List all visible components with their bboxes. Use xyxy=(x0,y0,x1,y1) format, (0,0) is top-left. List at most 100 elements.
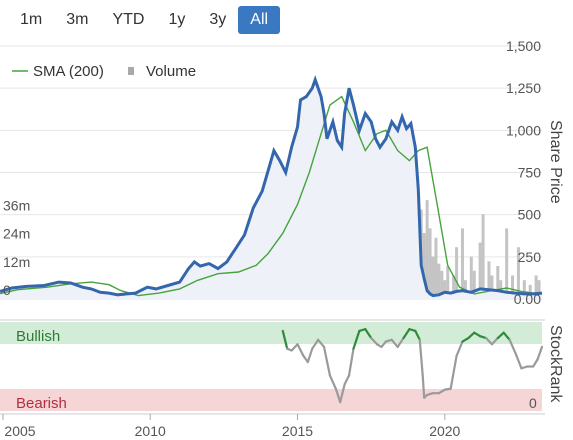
stockrank-segment xyxy=(396,336,405,349)
x-tick-label: 2020 xyxy=(429,423,460,439)
share-price-tick-label: 1,500 xyxy=(506,38,541,54)
bullish-label: Bullish xyxy=(16,328,60,345)
stockrank-segment xyxy=(352,329,361,350)
volume-bar xyxy=(428,228,432,299)
price-line xyxy=(0,75,543,298)
share-price-axis-title: Share Price xyxy=(547,120,564,204)
stockrank-segment xyxy=(508,338,517,355)
stockrank-line xyxy=(281,328,544,404)
stockrank-segment xyxy=(490,336,499,346)
price-area-fill xyxy=(0,79,542,299)
volume-bar xyxy=(434,237,438,299)
volume-bar xyxy=(440,270,444,299)
stockrank-segment xyxy=(421,374,426,399)
share-price-tick-label: 1,000 xyxy=(506,122,541,138)
stockrank-segment xyxy=(290,343,299,352)
bearish-label: Bearish xyxy=(16,395,67,412)
legend-sma-label: SMA (200) xyxy=(33,63,104,80)
stockrank-segment xyxy=(343,374,351,386)
stockrank-segment xyxy=(514,352,523,370)
volume-bar xyxy=(478,242,482,299)
stockrank-segment xyxy=(437,388,446,395)
volume-bar xyxy=(452,275,456,299)
stockrank-segment xyxy=(461,336,470,343)
stockrank-segment xyxy=(380,340,387,349)
volume-tick-label: 36m xyxy=(3,197,30,213)
share-price-tick-label: 250 xyxy=(518,249,542,265)
stockrank-segment xyxy=(296,343,305,357)
volume-bar xyxy=(496,266,500,299)
volume-bar xyxy=(422,233,426,299)
stockrank-segment xyxy=(364,328,373,340)
stockrank-segment xyxy=(496,331,505,340)
volume-axis: 36m 24m 12m 0 xyxy=(3,197,30,298)
volume-tick-label: 0 xyxy=(3,282,11,298)
x-axis: 2005 2010 2015 2020 xyxy=(2,414,461,439)
stockrank-segment xyxy=(502,331,511,341)
legend-volume-swatch xyxy=(128,67,134,75)
volume-bar xyxy=(487,261,491,299)
stockrank-segment xyxy=(402,328,411,340)
bearish-band xyxy=(0,389,542,411)
x-tick-label: 2010 xyxy=(135,423,166,439)
volume-bar xyxy=(460,228,464,299)
volume-bar xyxy=(528,284,532,299)
legend: SMA (200) Volume xyxy=(12,63,196,80)
volume-bar xyxy=(469,256,473,299)
stockrank-segment xyxy=(317,338,326,349)
volume-bar xyxy=(537,280,541,299)
stockrank-segment xyxy=(328,374,337,390)
stockrank-segment xyxy=(418,338,424,377)
share-price-tick-label: 750 xyxy=(518,165,542,181)
range-button-1m[interactable]: 1m xyxy=(20,11,43,28)
legend-volume-label: Volume xyxy=(146,63,196,80)
volume-bar xyxy=(490,275,494,299)
stockrank-segment xyxy=(339,383,346,404)
stockrank-segment xyxy=(334,387,342,404)
share-price-tick-label: 500 xyxy=(518,207,542,223)
volume-bar xyxy=(446,266,450,299)
range-button-ytd[interactable]: YTD xyxy=(112,11,145,28)
volume-bar xyxy=(516,247,520,299)
stockrank-segment xyxy=(390,338,399,349)
stockrank-segment xyxy=(370,336,379,346)
volume-bar xyxy=(443,280,447,299)
stockrank-segment xyxy=(467,331,476,340)
range-button-1y[interactable]: 1y xyxy=(168,11,186,28)
stockrank-zero-tick: 0 xyxy=(529,395,537,411)
volume-tick-label: 12m xyxy=(3,254,30,270)
volume-bar xyxy=(481,214,485,299)
range-button-all[interactable]: All xyxy=(238,6,281,34)
stockrank-segment xyxy=(532,358,539,368)
stockrank-segment xyxy=(455,340,464,357)
range-button-3m[interactable]: 3m xyxy=(66,11,89,28)
volume-bar xyxy=(534,275,538,299)
share-price-axis: 1,500 1,250 1,000 750 500 250 0.00 xyxy=(506,38,541,307)
volume-bar xyxy=(505,228,509,299)
stockrank-axis-title: StockRank xyxy=(547,325,564,403)
bullish-band xyxy=(0,322,542,344)
share-price-tick-label: 1,250 xyxy=(506,80,541,96)
stockrank-segment xyxy=(322,345,332,377)
range-button-3y[interactable]: 3y xyxy=(209,11,227,28)
stockrank-segment xyxy=(347,347,355,377)
volume-bar xyxy=(431,256,435,299)
x-tick-label: 2015 xyxy=(282,423,313,439)
stockrank-segment xyxy=(484,336,494,346)
volume-bar xyxy=(522,280,526,299)
range-selector: 1m 3m YTD 1y 3y All xyxy=(8,6,281,36)
stockrank-segment xyxy=(281,329,289,350)
volume-bar xyxy=(455,247,459,299)
volume-bar xyxy=(472,270,476,299)
stockrank-segment xyxy=(306,347,314,364)
volume-tick-label: 24m xyxy=(3,226,30,242)
stockrank-segment xyxy=(414,329,421,341)
volume-bar xyxy=(437,263,441,299)
stockrank-segment xyxy=(311,338,320,350)
share-price-tick-label: 0.00 xyxy=(514,291,541,307)
x-tick-label: 2005 xyxy=(4,423,35,439)
volume-bar xyxy=(425,200,429,299)
stockrank-segment xyxy=(449,354,458,390)
stockrank-segment xyxy=(473,331,482,338)
